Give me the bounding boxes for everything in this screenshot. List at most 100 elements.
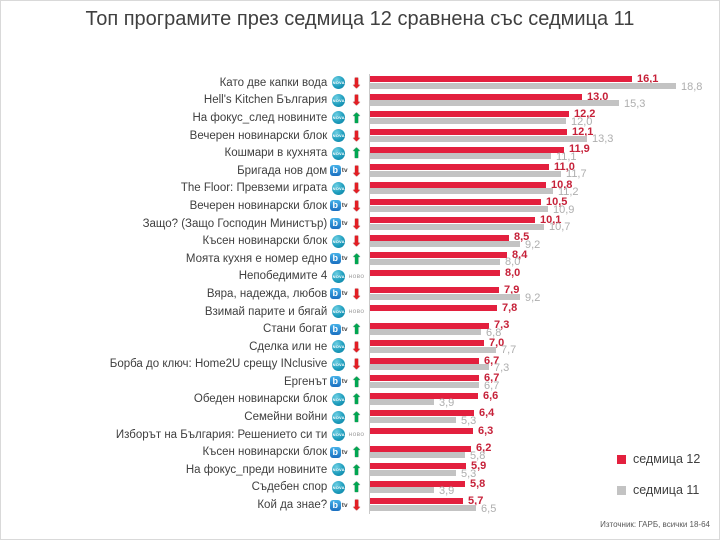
program-label: Семейни войни xyxy=(244,411,328,424)
channel-logo-slot: b tv xyxy=(329,499,348,511)
program-label: The Floor: Превземи играта xyxy=(180,182,328,195)
week12-value: 16,1 xyxy=(636,73,659,85)
bar-chart: Като две капки вода NOVA ⬇ 16,1 18,8 Hel… xyxy=(8,73,712,515)
nova-tv-logo-icon: NOVA xyxy=(332,463,346,477)
source-note: Източник: ГАРБ, всички 18-64 xyxy=(600,520,710,529)
week12-bar xyxy=(369,340,484,347)
btv-logo-icon: b tv xyxy=(329,218,348,230)
up-arrow-icon: ⬆ xyxy=(350,250,363,267)
btv-b-icon: b xyxy=(329,499,341,511)
channel-logo-slot: b tv xyxy=(329,200,348,212)
program-label: Моята кухня е номер едно xyxy=(185,252,328,265)
channel-logo-slot: NOVA xyxy=(330,146,347,160)
week11-value: 11,7 xyxy=(566,168,587,181)
table-row: Вечерен новинарски блок NOVA ⬇ 12,1 13,3 xyxy=(8,126,712,145)
week11-bar xyxy=(369,364,489,371)
table-row: Борба до ключ: Home2U срещу INclusive NO… xyxy=(8,355,712,374)
down-arrow-icon: ⬇ xyxy=(350,215,363,232)
trend-slot: ⬆ xyxy=(347,251,366,267)
table-row: Обеден новинарски блок NOVA ⬆ 6,6 3,9 xyxy=(8,389,712,409)
week12-value: 10,1 xyxy=(540,213,562,226)
week12-value: 8,4 xyxy=(512,248,528,261)
week12-bar xyxy=(370,199,542,206)
week12-bar xyxy=(369,93,582,100)
table-row: Късен новинарски блок NOVA ⬇ 8,5 9,2 xyxy=(8,231,712,251)
week11-value: 7,3 xyxy=(493,362,510,374)
week12-value: 8,5 xyxy=(513,231,530,244)
up-arrow-icon: ⬆ xyxy=(350,479,363,496)
trend-slot: ⬆ xyxy=(347,409,366,425)
week12-value: 5,7 xyxy=(468,495,484,508)
bar-group: 16,1 18,8 xyxy=(368,73,712,92)
up-arrow-icon: ⬆ xyxy=(350,109,363,126)
program-label: Вяра, надежда, любов xyxy=(206,287,328,300)
up-arrow-icon: ⬆ xyxy=(350,391,363,408)
nova-tv-logo-icon: NOVA xyxy=(332,357,346,371)
week12-value: 6,2 xyxy=(476,442,492,455)
nova-tv-logo-icon: NOVA xyxy=(332,93,346,107)
channel-logo-slot: NOVA xyxy=(330,428,347,442)
channel-logo-slot: NOVA xyxy=(330,181,347,195)
legend-item-week11: седмица 11 xyxy=(617,483,700,497)
trend-slot: ⬆ xyxy=(347,391,366,407)
week12-bar xyxy=(369,410,474,417)
week11-bar xyxy=(370,223,545,230)
chart-title: Топ програмите през седмица 12 сравнена … xyxy=(85,8,635,30)
table-row: Бригада нов дом b tv ⬇ 11,0 11,7 xyxy=(8,161,712,181)
table-row: Вяра, надежда, любов b tv ⬇ 7,9 9,2 xyxy=(8,284,712,304)
program-label: Непобедимите 4 xyxy=(238,270,328,283)
week12-value: 7,9 xyxy=(504,284,520,297)
btv-b-icon: b xyxy=(329,218,341,230)
week12-value: 6,6 xyxy=(482,389,499,402)
legend-label-week11: седмица 11 xyxy=(633,483,700,497)
week11-bar xyxy=(369,135,587,142)
bar-group: 6,2 5,8 xyxy=(369,443,712,461)
trend-slot: ⬆ xyxy=(347,110,366,126)
legend-label-week12: седмица 12 xyxy=(633,452,701,466)
channel-logo-slot: b tv xyxy=(329,253,348,265)
program-label: Кошмари в кухнята xyxy=(224,147,328,160)
btv-logo-icon: b tv xyxy=(329,200,348,212)
week11-bar xyxy=(369,469,456,476)
btv-logo-icon: b tv xyxy=(329,253,348,265)
week12-bar xyxy=(369,111,569,118)
table-row: Защо? (Защо Господин Министър) b tv ⬇ 10,… xyxy=(8,213,712,233)
bar-group: 7,8 xyxy=(368,301,712,321)
week11-value: 6,8 xyxy=(486,326,502,339)
up-arrow-icon: ⬆ xyxy=(350,409,363,426)
down-arrow-icon: ⬇ xyxy=(350,233,363,250)
trend-slot: ⬇ xyxy=(347,356,366,372)
week12-value: 5,8 xyxy=(469,477,486,490)
down-arrow-icon: ⬇ xyxy=(350,74,363,91)
legend: седмица 12 седмица 11 xyxy=(617,452,700,514)
trend-slot: ⬆ xyxy=(347,321,366,337)
bar-group: 12,2 12,0 xyxy=(368,109,712,127)
week11-bar xyxy=(369,487,434,494)
program-label: Стани богат xyxy=(263,323,328,336)
bar-group: 6,6 3,9 xyxy=(368,389,712,409)
week11-bar xyxy=(370,329,482,336)
bar-group: 8,5 9,2 xyxy=(368,231,712,250)
nova-tv-logo-icon: NOVA xyxy=(332,181,346,195)
week11-bar xyxy=(370,258,501,265)
week11-value: 5,8 xyxy=(470,449,486,462)
channel-logo-slot: NOVA xyxy=(330,93,347,107)
week11-bar xyxy=(370,293,521,300)
week12-value: 7,8 xyxy=(501,301,518,314)
bar-group: 10,8 11,2 xyxy=(368,179,712,198)
btv-b-icon: b xyxy=(329,253,341,265)
trend-slot: ⬆ xyxy=(347,479,366,495)
bar-group: 8,4 8,0 xyxy=(369,248,712,268)
down-arrow-icon: ⬇ xyxy=(350,338,363,355)
week12-bar xyxy=(370,216,536,223)
week11-bar xyxy=(369,241,520,248)
channel-logo-slot: NOVA xyxy=(330,463,347,477)
trend-slot: ⬇ xyxy=(347,233,366,249)
trend-slot: ⬇ xyxy=(347,163,366,179)
table-row: На фокус_преди новините NOVA ⬆ 5,9 5,3 xyxy=(8,461,712,480)
btv-tv-text: tv xyxy=(341,448,348,456)
channel-logo-slot: b tv xyxy=(329,218,348,230)
table-row: Вечерен новинарски блок b tv ⬇ 10,5 10,9 xyxy=(8,197,712,216)
week12-bar xyxy=(370,375,480,382)
week11-bar xyxy=(369,82,676,89)
